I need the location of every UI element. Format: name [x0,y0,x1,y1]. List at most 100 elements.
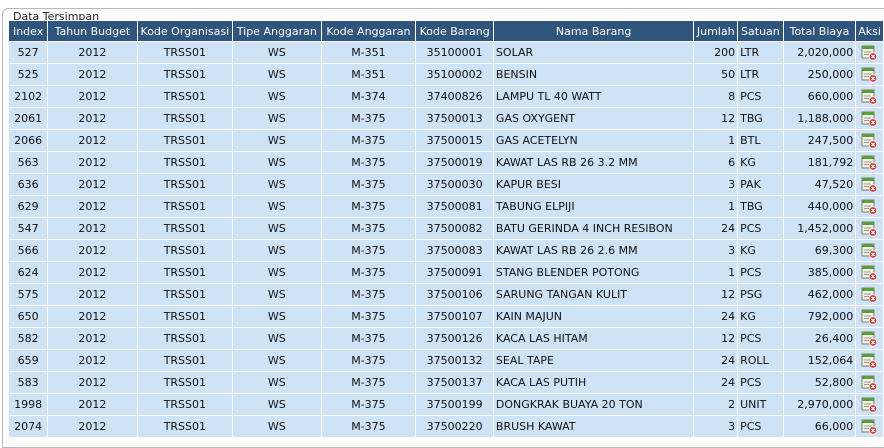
cell-kode-anggaran: M-351 [320,41,417,64]
table-row[interactable]: 650 2012 TRSS01 WS M-375 37500107 KAIN M… [7,305,884,328]
fieldset-legend: Data Tersimpan [11,10,102,23]
delete-record-icon[interactable] [861,397,878,413]
header-kode-barang[interactable]: Kode Barang [415,20,494,42]
cell-kode-anggaran: M-374 [320,85,417,108]
cell-tipe-anggaran: WS [232,85,322,108]
delete-record-icon[interactable] [861,353,878,369]
cell-satuan: PSG [737,283,784,306]
cell-kode-barang: 35100001 [415,41,494,64]
delete-record-icon[interactable] [861,265,878,281]
table-row[interactable]: 2066 2012 TRSS01 WS M-375 37500015 GAS A… [7,129,884,152]
delete-record-icon[interactable] [861,243,878,259]
table-row[interactable]: 2102 2012 TRSS01 WS M-374 37400826 LAMPU… [7,85,884,108]
delete-record-icon[interactable] [861,177,878,193]
saved-data-table: Index Tahun Budget Kode Organisasi Tipe … [7,20,884,438]
cell-tipe-anggaran: WS [232,107,322,130]
cell-nama-barang: BRUSH KAWAT [492,415,695,438]
cell-nama-barang: LAMPU TL 40 WATT [492,85,695,108]
delete-record-icon[interactable] [861,133,878,149]
cell-satuan: PCS [737,85,784,108]
table-row[interactable]: 527 2012 TRSS01 WS M-351 35100001 SOLAR … [7,41,884,64]
cell-total-biaya: 1,452,000 [782,217,857,240]
delete-record-icon[interactable] [861,419,878,435]
cell-satuan: LTR [737,63,784,86]
delete-record-icon[interactable] [861,221,878,237]
header-tipe-anggaran[interactable]: Tipe Anggaran [232,20,322,42]
delete-record-icon[interactable] [861,89,878,105]
cell-tahun-budget: 2012 [47,261,138,284]
table-row[interactable]: 582 2012 TRSS01 WS M-375 37500126 KACA L… [7,327,884,350]
cell-kode-anggaran: M-375 [320,129,417,152]
cell-kode-barang: 37500132 [415,349,494,372]
table-row[interactable]: 2061 2012 TRSS01 WS M-375 37500013 GAS O… [7,107,884,130]
cell-jumlah: 24 [693,349,739,372]
cell-total-biaya: 247,500 [782,129,857,152]
header-index[interactable]: Index [7,20,49,42]
cell-nama-barang: SEAL TAPE [492,349,695,372]
table-row[interactable]: 636 2012 TRSS01 WS M-375 37500030 KAPUR … [7,173,884,196]
cell-kode-anggaran: M-375 [320,327,417,350]
cell-index: 624 [7,261,49,284]
cell-index: 566 [7,239,49,262]
cell-satuan: KG [737,239,784,262]
table-row[interactable]: 629 2012 TRSS01 WS M-375 37500081 TABUNG… [7,195,884,218]
cell-aksi [855,283,884,306]
delete-record-icon[interactable] [861,155,878,171]
cell-kode-barang: 37500019 [415,151,494,174]
table-row[interactable]: 563 2012 TRSS01 WS M-375 37500019 KAWAT … [7,151,884,174]
delete-record-icon[interactable] [861,111,878,127]
delete-record-icon[interactable] [861,67,878,83]
header-total-biaya[interactable]: Total Biaya [782,20,857,42]
cell-tahun-budget: 2012 [47,371,138,394]
cell-aksi [855,63,884,86]
cell-tipe-anggaran: WS [232,151,322,174]
delete-record-icon[interactable] [861,375,878,391]
delete-record-icon[interactable] [861,309,878,325]
delete-record-icon[interactable] [861,45,878,61]
header-nama-barang[interactable]: Nama Barang [492,20,695,42]
table-row[interactable]: 1998 2012 TRSS01 WS M-375 37500199 DONGK… [7,393,884,416]
cell-kode-organisasi: TRSS01 [136,261,234,284]
cell-aksi [855,173,884,196]
table-body: 527 2012 TRSS01 WS M-351 35100001 SOLAR … [7,41,884,438]
cell-aksi [855,217,884,240]
header-jumlah[interactable]: Jumlah [693,20,739,42]
cell-index: 525 [7,63,49,86]
cell-satuan: LTR [737,41,784,64]
cell-nama-barang: BENSIN [492,63,695,86]
cell-kode-barang: 37400826 [415,85,494,108]
cell-kode-organisasi: TRSS01 [136,129,234,152]
table-row[interactable]: 575 2012 TRSS01 WS M-375 37500106 SARUNG… [7,283,884,306]
cell-kode-anggaran: M-375 [320,107,417,130]
cell-jumlah: 1 [693,129,739,152]
table-row[interactable]: 566 2012 TRSS01 WS M-375 37500083 KAWAT … [7,239,884,262]
delete-record-icon[interactable] [861,287,878,303]
cell-kode-anggaran: M-375 [320,393,417,416]
table-row[interactable]: 583 2012 TRSS01 WS M-375 37500137 KACA L… [7,371,884,394]
table-row[interactable]: 659 2012 TRSS01 WS M-375 37500132 SEAL T… [7,349,884,372]
cell-kode-organisasi: TRSS01 [136,327,234,350]
cell-kode-barang: 37500082 [415,217,494,240]
cell-tahun-budget: 2012 [47,195,138,218]
table-row[interactable]: 547 2012 TRSS01 WS M-375 37500082 BATU G… [7,217,884,240]
header-kode-anggaran[interactable]: Kode Anggaran [320,20,417,42]
header-kode-organisasi[interactable]: Kode Organisasi [136,20,234,42]
table-row[interactable]: 525 2012 TRSS01 WS M-351 35100002 BENSIN… [7,63,884,86]
table-row[interactable]: 624 2012 TRSS01 WS M-375 37500091 STANG … [7,261,884,284]
cell-total-biaya: 52,800 [782,371,857,394]
header-aksi: Aksi [855,20,884,42]
cell-index: 582 [7,327,49,350]
cell-aksi [855,261,884,284]
header-tahun-budget[interactable]: Tahun Budget [47,20,138,42]
table-row[interactable]: 2074 2012 TRSS01 WS M-375 37500220 BRUSH… [7,415,884,438]
cell-nama-barang: KACA LAS PUTIH [492,371,695,394]
delete-record-icon[interactable] [861,199,878,215]
cell-nama-barang: KAIN MAJUN [492,305,695,328]
cell-total-biaya: 1,188,000 [782,107,857,130]
cell-total-biaya: 26,400 [782,327,857,350]
header-satuan[interactable]: Satuan [737,20,784,42]
cell-tahun-budget: 2012 [47,283,138,306]
cell-total-biaya: 152,064 [782,349,857,372]
delete-record-icon[interactable] [861,331,878,347]
cell-kode-anggaran: M-375 [320,217,417,240]
